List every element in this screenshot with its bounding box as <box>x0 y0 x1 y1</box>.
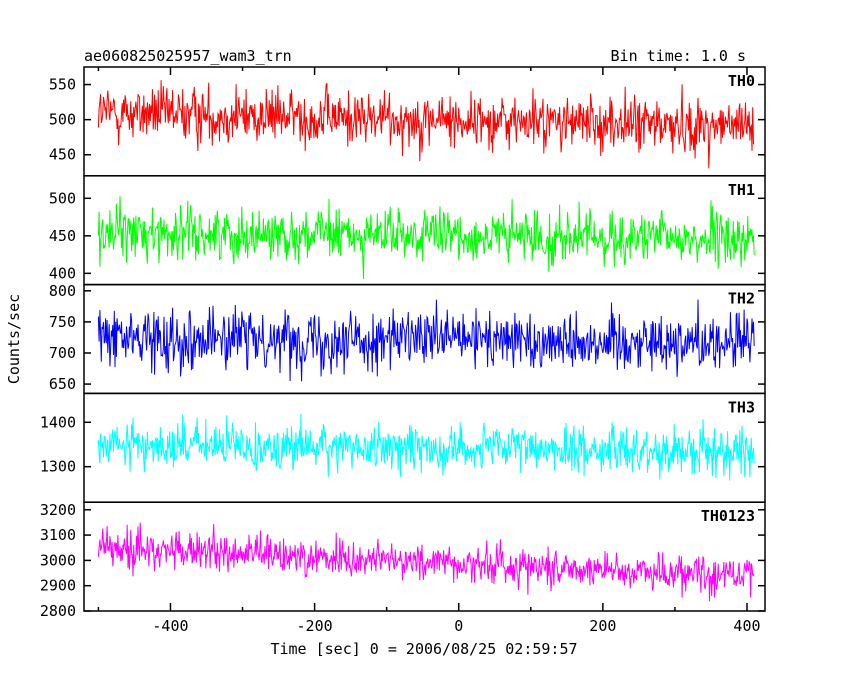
y-tick-label: 450 <box>49 227 76 245</box>
series-line-th3 <box>97 413 755 481</box>
panel-th0123: 2800 2900 3000 3100 3200 TH0123 <box>40 501 766 620</box>
y-tick-label: 500 <box>49 189 76 207</box>
panel-label-th2: TH2 <box>728 290 755 308</box>
panel-th2: 650 700 750 800 TH2 <box>49 282 766 395</box>
panels: 450 500 550 TH0 400 450 500 TH1 650 700 750 800 TH2 1… <box>40 66 766 620</box>
x-tick-label: 0 <box>454 617 463 635</box>
panel-th3: 1300 1400 TH3 <box>40 392 766 503</box>
y-tick-label: 700 <box>49 344 76 362</box>
x-tick-label: 400 <box>733 617 760 635</box>
y-tick-label: 550 <box>49 76 76 94</box>
y-tick-label: 400 <box>49 264 76 282</box>
x-tick-label: -400 <box>152 617 188 635</box>
panel-label-th1: TH1 <box>728 181 755 199</box>
series-line-th2 <box>97 299 755 382</box>
panel-th0: 450 500 550 TH0 <box>49 66 766 177</box>
y-tick-label: 3000 <box>40 551 76 569</box>
panel-frame <box>83 501 766 612</box>
y-axis-label: Counts/sec <box>5 294 23 384</box>
x-tick-label: 200 <box>589 617 616 635</box>
series-line-th1 <box>97 196 755 280</box>
y-tick-label: 3100 <box>40 526 76 544</box>
y-tick-label: 750 <box>49 313 76 331</box>
panel-label-th0123: TH0123 <box>701 507 755 525</box>
y-tick-label: 800 <box>49 282 76 300</box>
y-tick-label: 500 <box>49 111 76 129</box>
y-tick-label: 3200 <box>40 501 76 519</box>
y-tick-label: 1300 <box>40 458 76 476</box>
bin-time-label: Bin time: 1.0 s <box>611 47 746 65</box>
y-tick-label: 650 <box>49 375 76 393</box>
y-tick-label: 2800 <box>40 602 76 620</box>
x-axis: -400 -200 0 200 400 <box>97 67 761 635</box>
panel-label-th3: TH3 <box>728 398 755 416</box>
chart-title: ae060825025957_wam3_trn <box>84 47 292 65</box>
series-line-th0 <box>97 80 755 169</box>
y-tick-label: 450 <box>49 146 76 164</box>
y-tick-label: 1400 <box>40 413 76 431</box>
y-tick-label: 2900 <box>40 577 76 595</box>
panel-label-th0: TH0 <box>728 72 755 90</box>
x-tick-label: -200 <box>297 617 333 635</box>
panel-th1: 400 450 500 TH1 <box>49 175 766 286</box>
series-line-th0123 <box>97 522 755 602</box>
x-axis-label: Time [sec] 0 = 2006/08/25 02:59:57 <box>270 640 577 658</box>
